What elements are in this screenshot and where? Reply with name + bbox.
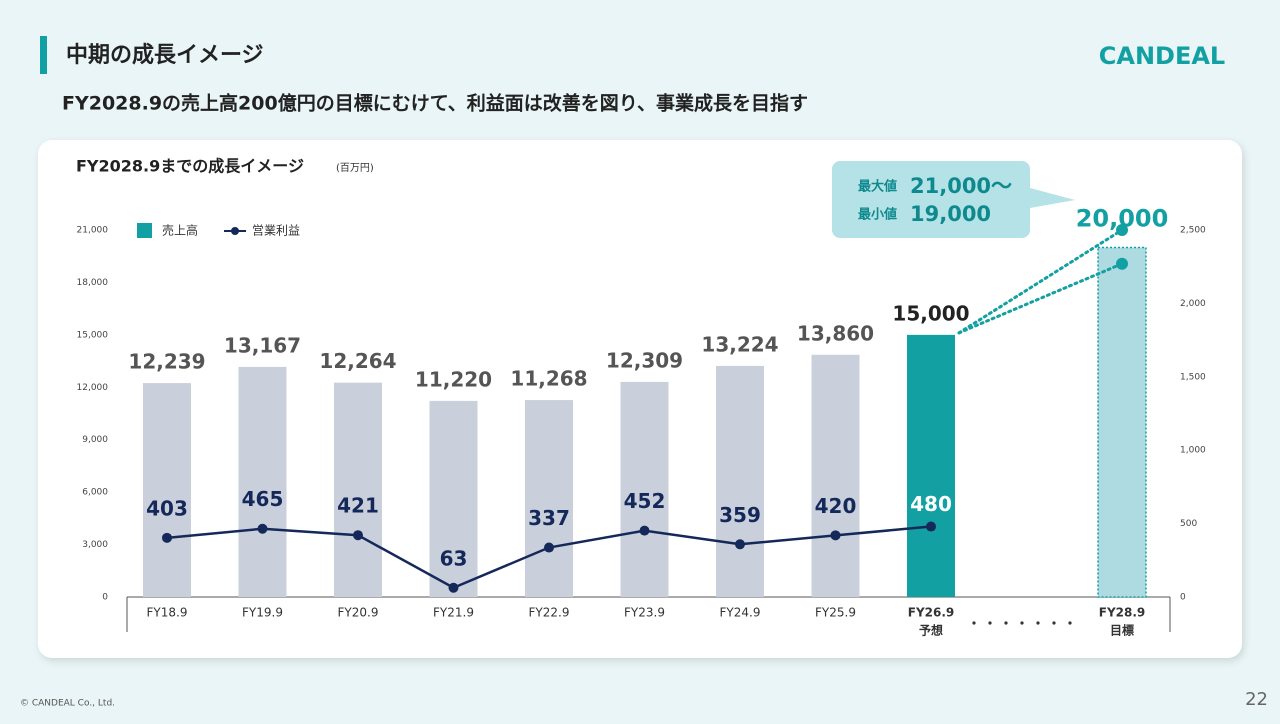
- profit-point: [830, 530, 841, 541]
- bar-value-label: 11,220: [415, 367, 492, 391]
- y-tick-label: 18,000: [77, 278, 109, 288]
- bar-value-label: 12,239: [128, 350, 205, 374]
- profit-point: [926, 521, 936, 532]
- profit-label: 63: [440, 546, 468, 570]
- y2-tick-label: 0: [1180, 593, 1186, 603]
- target-dotted-line: [957, 228, 1124, 335]
- x-tick-label: FY25.9: [815, 606, 856, 620]
- callout-value: 19,000: [910, 202, 991, 226]
- logo: CANDEAL: [1099, 42, 1225, 70]
- bar: [620, 381, 669, 597]
- target-point: [1116, 257, 1128, 270]
- x-tick-label: FY18.9: [147, 606, 188, 620]
- legend-dot: [231, 227, 239, 235]
- page-number: 22: [1245, 689, 1268, 710]
- x-tick-label: FY22.9: [529, 606, 570, 620]
- x-tick-label: FY24.9: [720, 606, 761, 620]
- x-tick-label: FY21.9: [433, 606, 474, 620]
- callout-prefix: 最大値: [858, 179, 897, 195]
- y-tick-label: 0: [102, 593, 108, 603]
- y-tick-label: 3,000: [82, 540, 108, 550]
- profit-point: [735, 539, 745, 550]
- y-tick-label: 15,000: [77, 330, 109, 340]
- unit: (百万円): [336, 162, 374, 174]
- profit-label: 403: [146, 496, 188, 520]
- bar: [334, 382, 382, 597]
- bar-value-label: 15,000: [892, 301, 969, 325]
- profit-label: 421: [337, 494, 379, 518]
- y2-tick-label: 1,500: [1180, 372, 1206, 382]
- callout-prefix: 最小値: [858, 207, 897, 223]
- bar-value-label: 12,264: [319, 349, 396, 373]
- target-point: [1116, 224, 1128, 236]
- profit-point: [353, 530, 363, 541]
- subtitle: FY2028.9の売上高200億円の目標にむけて、利益面は改善を図り、事業成長を…: [62, 92, 808, 115]
- y-tick-label: 12,000: [77, 383, 109, 393]
- bar-value-label: 11,268: [510, 367, 587, 391]
- profit-point: [448, 582, 459, 593]
- profit-label: 480: [910, 492, 952, 516]
- bar: [238, 366, 287, 597]
- profit-point: [162, 532, 172, 543]
- bar-value-label: 13,167: [224, 333, 301, 357]
- profit-point: [257, 523, 268, 534]
- target-dotted-line: [957, 262, 1124, 335]
- x-tick-label: FY28.9: [1099, 606, 1146, 620]
- x-tick-label: FY19.9: [242, 606, 283, 620]
- y2-tick-label: 2,500: [1180, 226, 1206, 236]
- legend-label: 営業利益: [252, 224, 300, 238]
- profit-point: [544, 542, 554, 553]
- bar-value-label: 13,224: [701, 332, 778, 356]
- x-tick-sublabel: 予想: [919, 623, 943, 638]
- profit-label: 465: [242, 487, 284, 511]
- bar: [429, 400, 478, 597]
- y-tick-label: 6,000: [82, 488, 108, 498]
- profit-label: 359: [719, 503, 761, 527]
- x-tick-label: FY26.9: [908, 606, 955, 620]
- bar: [716, 365, 764, 597]
- bar: [907, 334, 955, 597]
- profit-label: 337: [528, 506, 570, 530]
- legend-label: 売上高: [162, 223, 198, 238]
- y-tick-label: 9,000: [82, 435, 108, 445]
- x-tick-label: FY20.9: [338, 606, 379, 620]
- y-tick-label: 21,000: [77, 226, 109, 236]
- chart-title: FY2028.9までの成長イメージ: [76, 157, 304, 176]
- copyright: © CANDEAL Co., Ltd.: [20, 699, 115, 709]
- bar: [1097, 246, 1147, 598]
- slide-title: 中期の成長イメージ: [66, 43, 264, 68]
- profit-label: 452: [624, 489, 666, 513]
- title-bar: [40, 36, 47, 74]
- y2-tick-label: 2,000: [1180, 299, 1206, 309]
- x-tick-sublabel: 目標: [1110, 623, 1134, 638]
- y2-tick-label: 1,000: [1180, 446, 1206, 456]
- callout-value: 21,000〜: [910, 174, 1012, 198]
- bar-value-label: 12,309: [606, 348, 683, 372]
- profit-label: 420: [815, 494, 857, 518]
- y2-tick-label: 500: [1180, 519, 1197, 529]
- profit-point: [639, 525, 650, 536]
- legend-swatch: [137, 223, 152, 238]
- x-tick-label: FY23.9: [624, 606, 665, 620]
- bar: [525, 400, 573, 597]
- bar: [143, 383, 191, 597]
- callout-box: [832, 161, 1075, 238]
- bar-value-label: 13,860: [797, 321, 874, 345]
- gap-dots: [972, 621, 1072, 625]
- bar: [811, 354, 860, 597]
